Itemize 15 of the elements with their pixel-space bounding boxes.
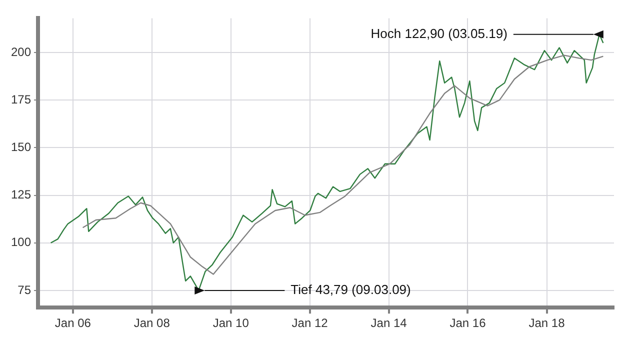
- annotation: Tief 43,79 (09.03.09): [290, 282, 411, 298]
- y-tick-label: 175: [10, 92, 32, 106]
- y-tick-label: 125: [10, 188, 32, 202]
- x-tick-label: Jan 08: [134, 316, 170, 330]
- y-tick-label: 75: [18, 282, 32, 297]
- x-tick-label: Jan 18: [528, 316, 566, 330]
- y-tick-label: 200: [10, 44, 32, 59]
- x-tick-label: Jan 12: [292, 316, 328, 330]
- x-tick-label: Jan 06: [54, 316, 92, 330]
- annotation: Hoch 122,90 (03.05.19): [370, 26, 508, 41]
- x-tick-label: Jan 14: [370, 316, 408, 330]
- x-tick-label: Jan 10: [212, 316, 250, 330]
- x-tick-label: Jan 16: [450, 316, 486, 330]
- y-tick-label: 100: [10, 235, 32, 250]
- y-tick-label: 150: [10, 140, 32, 154]
